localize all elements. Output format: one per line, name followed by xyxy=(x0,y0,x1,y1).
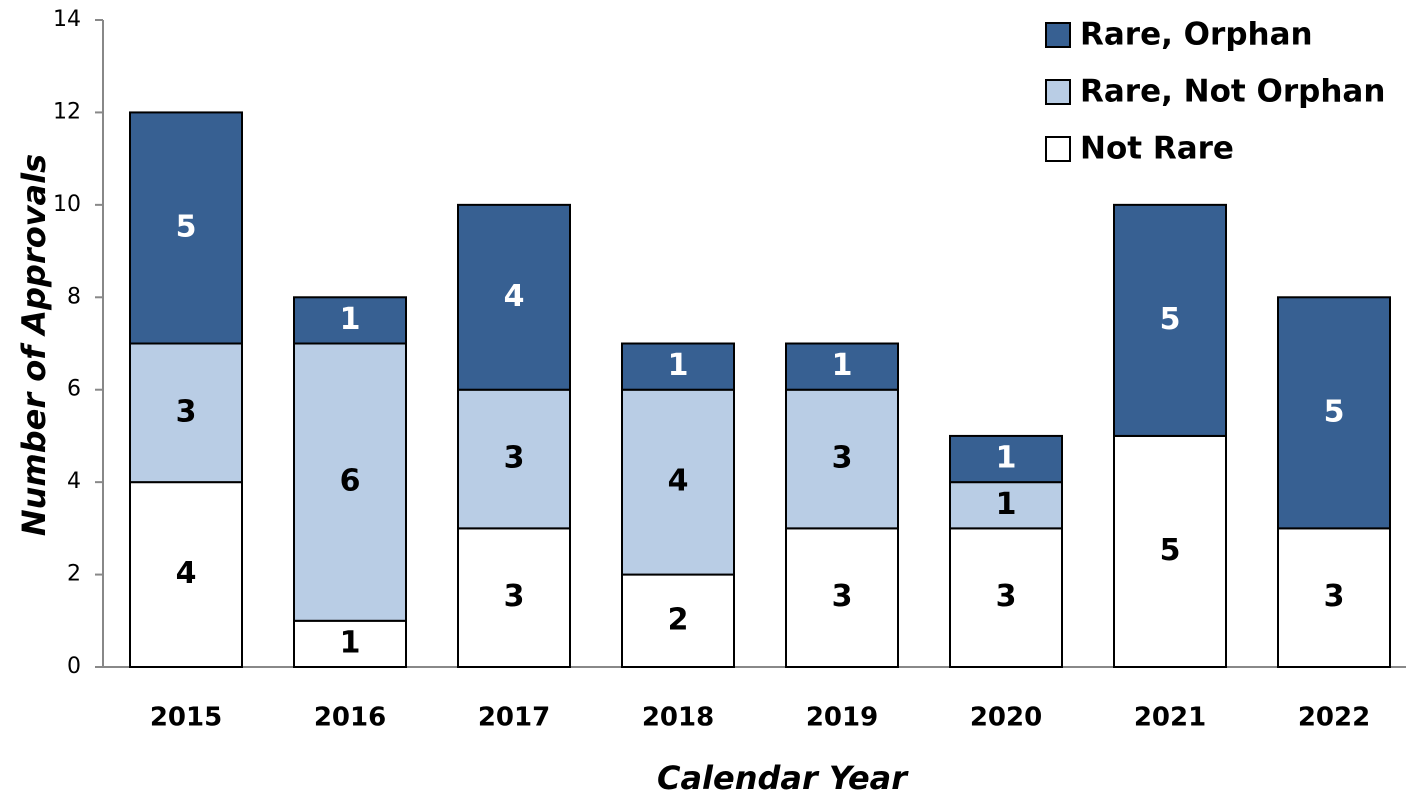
bar-segment xyxy=(621,342,735,391)
bar-segment xyxy=(949,481,1063,530)
bar-segment xyxy=(457,388,571,530)
y-tick-label: 12 xyxy=(53,99,81,124)
data-label: 3 xyxy=(504,441,525,476)
data-label: 6 xyxy=(340,464,361,499)
bar-segment xyxy=(621,388,735,576)
y-tick-label: 10 xyxy=(53,192,81,217)
data-label: 1 xyxy=(996,441,1017,476)
data-label: 4 xyxy=(176,556,197,591)
data-label: 1 xyxy=(832,348,853,383)
data-label: 5 xyxy=(1160,533,1181,568)
bar-segment xyxy=(949,527,1063,668)
legend-swatch xyxy=(1045,79,1071,105)
y-axis-title: Number of Approvals xyxy=(15,154,53,536)
legend-label: Rare, Not Orphan xyxy=(1080,74,1385,110)
legend-swatch xyxy=(1045,136,1071,162)
data-label: 4 xyxy=(504,279,525,314)
data-label: 1 xyxy=(668,348,689,383)
y-tick-label: 14 xyxy=(53,7,81,32)
bar-segment xyxy=(785,342,899,391)
y-tick-label: 0 xyxy=(67,654,81,679)
bar-segment xyxy=(621,573,735,668)
data-label: 3 xyxy=(996,579,1017,614)
data-label: 5 xyxy=(1160,302,1181,337)
data-label: 3 xyxy=(504,579,525,614)
data-label: 5 xyxy=(1324,394,1345,429)
bar-segment xyxy=(293,619,407,668)
data-label: 2 xyxy=(668,602,689,637)
data-label: 3 xyxy=(832,441,853,476)
data-label: 3 xyxy=(176,394,197,429)
bar-segment xyxy=(949,434,1063,484)
legend-swatch xyxy=(1045,22,1071,48)
data-label: 1 xyxy=(340,302,361,337)
x-tick-label: 2022 xyxy=(1298,703,1370,733)
bar-segment xyxy=(129,342,243,484)
x-tick-label: 2021 xyxy=(1134,703,1206,733)
bar-segment xyxy=(293,342,407,622)
y-tick-label: 4 xyxy=(67,469,81,494)
bar-segment xyxy=(129,111,243,345)
y-tick-label: 6 xyxy=(67,377,81,402)
data-label: 1 xyxy=(340,625,361,660)
data-label: 1 xyxy=(996,487,1017,522)
x-tick-label: 2019 xyxy=(806,703,878,733)
data-label: 5 xyxy=(176,209,197,244)
bar-segment xyxy=(457,527,571,668)
x-tick-label: 2016 xyxy=(314,703,386,733)
legend-label: Rare, Orphan xyxy=(1080,17,1313,53)
bar-segment xyxy=(1277,296,1391,530)
x-tick-label: 2018 xyxy=(642,703,714,733)
x-tick-label: 2020 xyxy=(970,703,1042,733)
y-tick-label: 2 xyxy=(67,562,81,587)
bar-segment xyxy=(457,203,571,391)
x-axis-title: Calendar Year xyxy=(657,759,909,797)
data-label: 4 xyxy=(668,464,689,499)
bar-segment xyxy=(293,296,407,345)
data-label: 3 xyxy=(1324,579,1345,614)
x-tick-label: 2015 xyxy=(150,703,222,733)
data-label: 3 xyxy=(832,579,853,614)
x-tick-label: 2017 xyxy=(478,703,550,733)
legend-label: Not Rare xyxy=(1080,131,1234,167)
bar-segment xyxy=(785,527,899,668)
bar-segment xyxy=(1113,203,1227,437)
y-tick-label: 8 xyxy=(67,284,81,309)
